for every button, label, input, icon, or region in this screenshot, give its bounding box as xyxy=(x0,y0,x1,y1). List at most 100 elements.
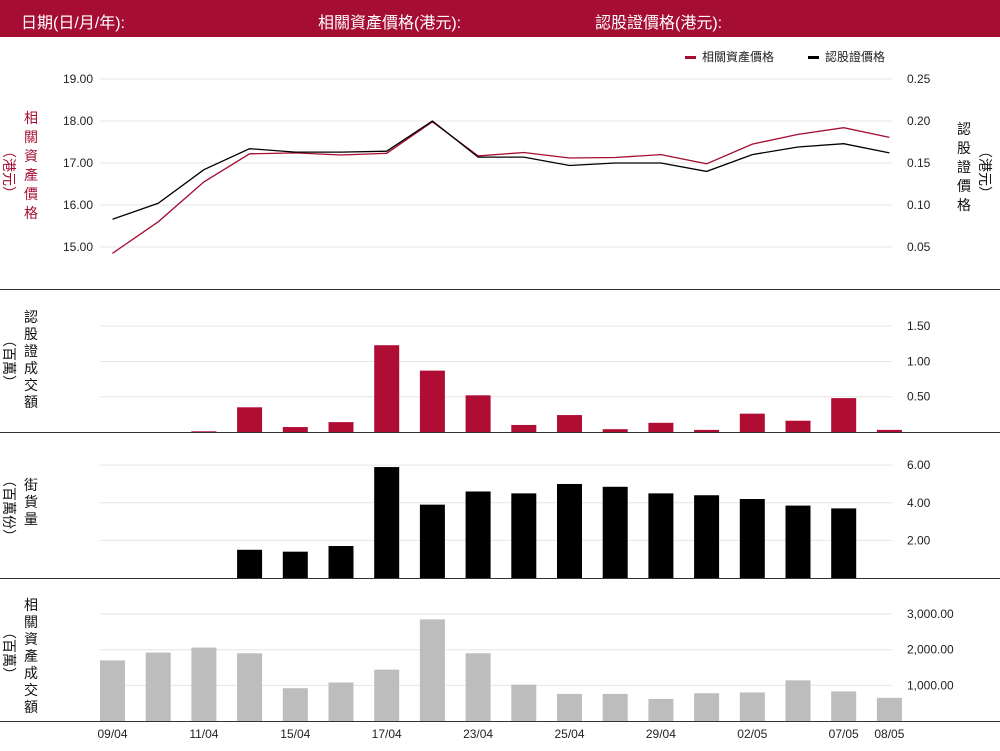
outstanding-quantity-bar xyxy=(785,505,811,578)
underlying-turnover-axis-unit: （百萬） xyxy=(0,625,16,681)
underlying-turnover-axis-label-char: 交 xyxy=(24,682,38,699)
series-line-underlying xyxy=(112,121,890,254)
outstanding-quantity-bar xyxy=(739,499,765,578)
warrant-turnover-axis-label-char: 交 xyxy=(24,377,38,394)
outstanding-quantity-bar xyxy=(328,546,354,578)
warrant-turnover-bar xyxy=(876,429,902,432)
warrant-turnover-bar xyxy=(328,422,354,432)
x-tick-label: 11/04 xyxy=(189,727,218,741)
underlying-turnover-tick-label: 1,000.00 xyxy=(907,678,954,692)
y-left-tick-label: 15.00 xyxy=(63,240,93,254)
warrant-turnover-bar xyxy=(282,427,308,432)
underlying-turnover-bar xyxy=(145,652,171,721)
outstanding-quantity-axis-unit: （百萬份） xyxy=(0,473,16,543)
warrant-turnover-tick-label: 1.50 xyxy=(907,319,931,333)
y-right-axis-unit: （港元） xyxy=(976,144,992,200)
warrant-turnover-bar xyxy=(465,395,491,432)
outstanding-quantity-bar xyxy=(557,483,582,578)
underlying-turnover-bar xyxy=(328,682,354,721)
warrant-turnover-bar xyxy=(419,370,445,432)
warrant-turnover-axis-label-char: 成 xyxy=(24,361,38,377)
warrant-turnover-bar xyxy=(511,424,537,432)
y-left-axis-unit: （港元） xyxy=(0,144,16,200)
outstanding-quantity-tick-label: 4.00 xyxy=(907,496,931,510)
underlying-turnover-bar xyxy=(557,693,582,721)
warrant-turnover-axis-label-char: 證 xyxy=(24,343,38,360)
outstanding-quantity-bar xyxy=(282,551,308,578)
outstanding-quantity-bar xyxy=(419,504,445,578)
warrant-turnover-bar xyxy=(374,345,400,432)
underlying-turnover-bar xyxy=(465,653,491,721)
outstanding-quantity-bar xyxy=(237,549,263,578)
legend-swatch-warrant xyxy=(808,56,819,59)
underlying-turnover-bar xyxy=(419,619,445,721)
warrant-turnover-tick-label: 1.00 xyxy=(907,354,931,368)
y-left-axis-label-char: 價 xyxy=(24,186,38,203)
series-line-warrant xyxy=(112,120,890,220)
warrant-turnover-bar xyxy=(237,407,263,432)
y-left-axis-label-char: 相 xyxy=(24,111,38,127)
y-left-tick-label: 17.00 xyxy=(63,156,93,170)
y-left-axis-label-char: 格 xyxy=(24,206,38,222)
y-left-axis-label-char: 產 xyxy=(24,167,38,184)
x-tick-label: 09/04 xyxy=(97,727,127,741)
outstanding-quantity-bar xyxy=(831,508,857,578)
y-right-tick-label: 0.05 xyxy=(907,240,931,254)
warrant-turnover-bar xyxy=(831,398,857,432)
y-left-axis-label-char: 資 xyxy=(24,149,38,165)
underlying-turnover-axis-label-char: 相 xyxy=(24,598,38,614)
outstanding-quantity-bar xyxy=(511,493,537,578)
header-bar: 日期(日/月/年): 相關資產價格(港元): 認股證價格(港元): xyxy=(0,0,1000,37)
x-tick-label: 07/05 xyxy=(829,727,859,741)
underlying-turnover-bar xyxy=(694,693,720,721)
warrant-turnover-tick-label: 0.50 xyxy=(907,390,931,404)
outstanding-quantity-bar xyxy=(602,486,628,578)
outstanding-quantity-bar xyxy=(374,467,400,578)
underlying-turnover-axis-label-char: 產 xyxy=(24,648,38,665)
underlying-turnover-bar xyxy=(511,684,537,721)
underlying-turnover-bar xyxy=(831,691,857,721)
x-tick-label: 08/05 xyxy=(874,727,904,741)
x-tick-label: 23/04 xyxy=(463,727,493,741)
outstanding-quantity-tick-label: 6.00 xyxy=(907,458,931,472)
underlying-turnover-bar xyxy=(237,653,263,721)
underlying-turnover-axis-label-char: 資 xyxy=(24,632,38,648)
y-right-axis-label-char: 認 xyxy=(957,122,971,138)
warrant-turnover-axis-unit: （百萬） xyxy=(0,333,16,389)
x-tick-label: 29/04 xyxy=(646,727,676,741)
y-right-tick-label: 0.25 xyxy=(907,72,931,86)
legend-swatch-underlying xyxy=(685,56,696,59)
y-right-tick-label: 0.10 xyxy=(907,198,931,212)
legend-label-underlying: 相關資產價格 xyxy=(702,49,774,64)
y-right-axis-label-char: 價 xyxy=(957,178,971,195)
outstanding-quantity-axis-label-char: 量 xyxy=(24,512,38,528)
y-right-axis-label-char: 證 xyxy=(957,159,971,176)
warrant-turnover-axis-label-char: 額 xyxy=(24,395,38,411)
outstanding-quantity-axis-label-char: 街 xyxy=(24,478,38,494)
warrant-turnover-bar xyxy=(739,413,765,432)
outstanding-quantity-bar xyxy=(648,493,674,578)
outstanding-quantity-axis-label-char: 貨 xyxy=(24,494,38,511)
underlying-turnover-bar xyxy=(739,692,765,721)
underlying-turnover-axis-label-char: 關 xyxy=(24,615,38,631)
underlying-turnover-tick-label: 2,000.00 xyxy=(907,643,954,657)
warrant-price-label: 認股證價格(港元): xyxy=(595,15,723,32)
y-left-tick-label: 19.00 xyxy=(63,72,93,86)
underlying-turnover-bar xyxy=(191,647,217,721)
warrant-turnover-bar xyxy=(648,422,674,432)
y-right-tick-label: 0.15 xyxy=(907,156,931,170)
x-tick-label: 25/04 xyxy=(554,727,584,741)
underlying-turnover-bar xyxy=(100,660,125,721)
date-label: 日期(日/月/年): xyxy=(21,15,125,32)
underlying-price-label: 相關資產價格(港元): xyxy=(318,15,462,32)
y-left-tick-label: 16.00 xyxy=(63,198,93,212)
outstanding-quantity-bar xyxy=(465,491,491,578)
legend-label-warrant: 認股證價格 xyxy=(825,49,885,64)
underlying-turnover-bar xyxy=(282,688,308,721)
warrant-turnover-bar xyxy=(191,431,217,432)
underlying-turnover-bar xyxy=(602,693,628,721)
y-right-axis-label-char: 格 xyxy=(957,198,971,214)
warrant-turnover-axis-label-char: 認 xyxy=(24,310,38,326)
underlying-turnover-axis-label-char: 成 xyxy=(24,666,38,682)
